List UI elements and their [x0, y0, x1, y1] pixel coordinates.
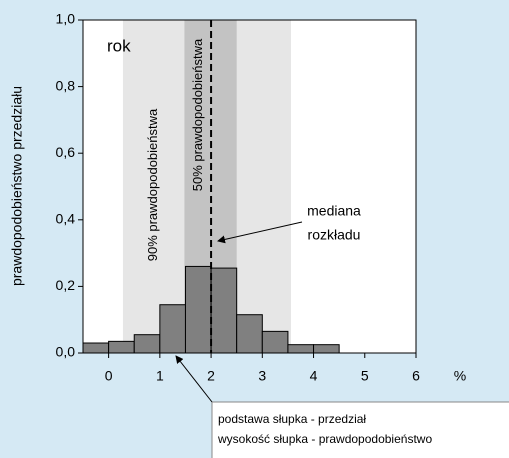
legend-box — [211, 401, 509, 458]
x-tick-label: 2 — [207, 368, 215, 384]
median-arrow — [217, 221, 303, 244]
y-tick-label: 0,0 — [56, 344, 76, 360]
x-tick-label: 4 — [310, 368, 318, 384]
x-tick-label: 1 — [156, 368, 164, 384]
legend-text: podstawa słupka - przedział — [218, 412, 366, 426]
plot-frame — [82, 19, 417, 354]
bar — [82, 342, 110, 354]
x-axis-label: % — [454, 368, 466, 384]
legend-text: wysokość słupka - prawdopodobieństwo — [217, 432, 432, 446]
bar — [236, 314, 263, 354]
y-tick-label: 0,6 — [56, 144, 76, 160]
x-tick-label: 0 — [105, 368, 113, 384]
bar — [210, 267, 238, 354]
x-tick-label: 5 — [361, 368, 369, 384]
y-tick-label: 0,2 — [56, 277, 76, 293]
legend-arrow — [175, 355, 213, 403]
bar — [261, 330, 289, 354]
bar — [159, 304, 186, 354]
interval-label: 50% prawdopodobieństwa — [190, 38, 205, 191]
y-tick-label: 0,8 — [56, 77, 76, 93]
y-axis-label: prawdopodobieństwo przedziału — [9, 86, 25, 286]
y-tick-label: 1,0 — [56, 11, 76, 27]
median-label: rozkładu — [308, 227, 361, 243]
median-label: mediana — [307, 203, 361, 219]
bar — [133, 334, 161, 354]
bar — [313, 344, 340, 354]
bar — [184, 265, 212, 354]
bar — [287, 344, 315, 354]
panel-label: rok — [107, 36, 131, 55]
interval-label: 90% prawdopodobieństwa — [145, 108, 160, 261]
x-tick-label: 6 — [412, 368, 420, 384]
x-tick-label: 3 — [258, 368, 266, 384]
bar — [108, 340, 135, 354]
y-tick-label: 0,4 — [56, 211, 76, 227]
